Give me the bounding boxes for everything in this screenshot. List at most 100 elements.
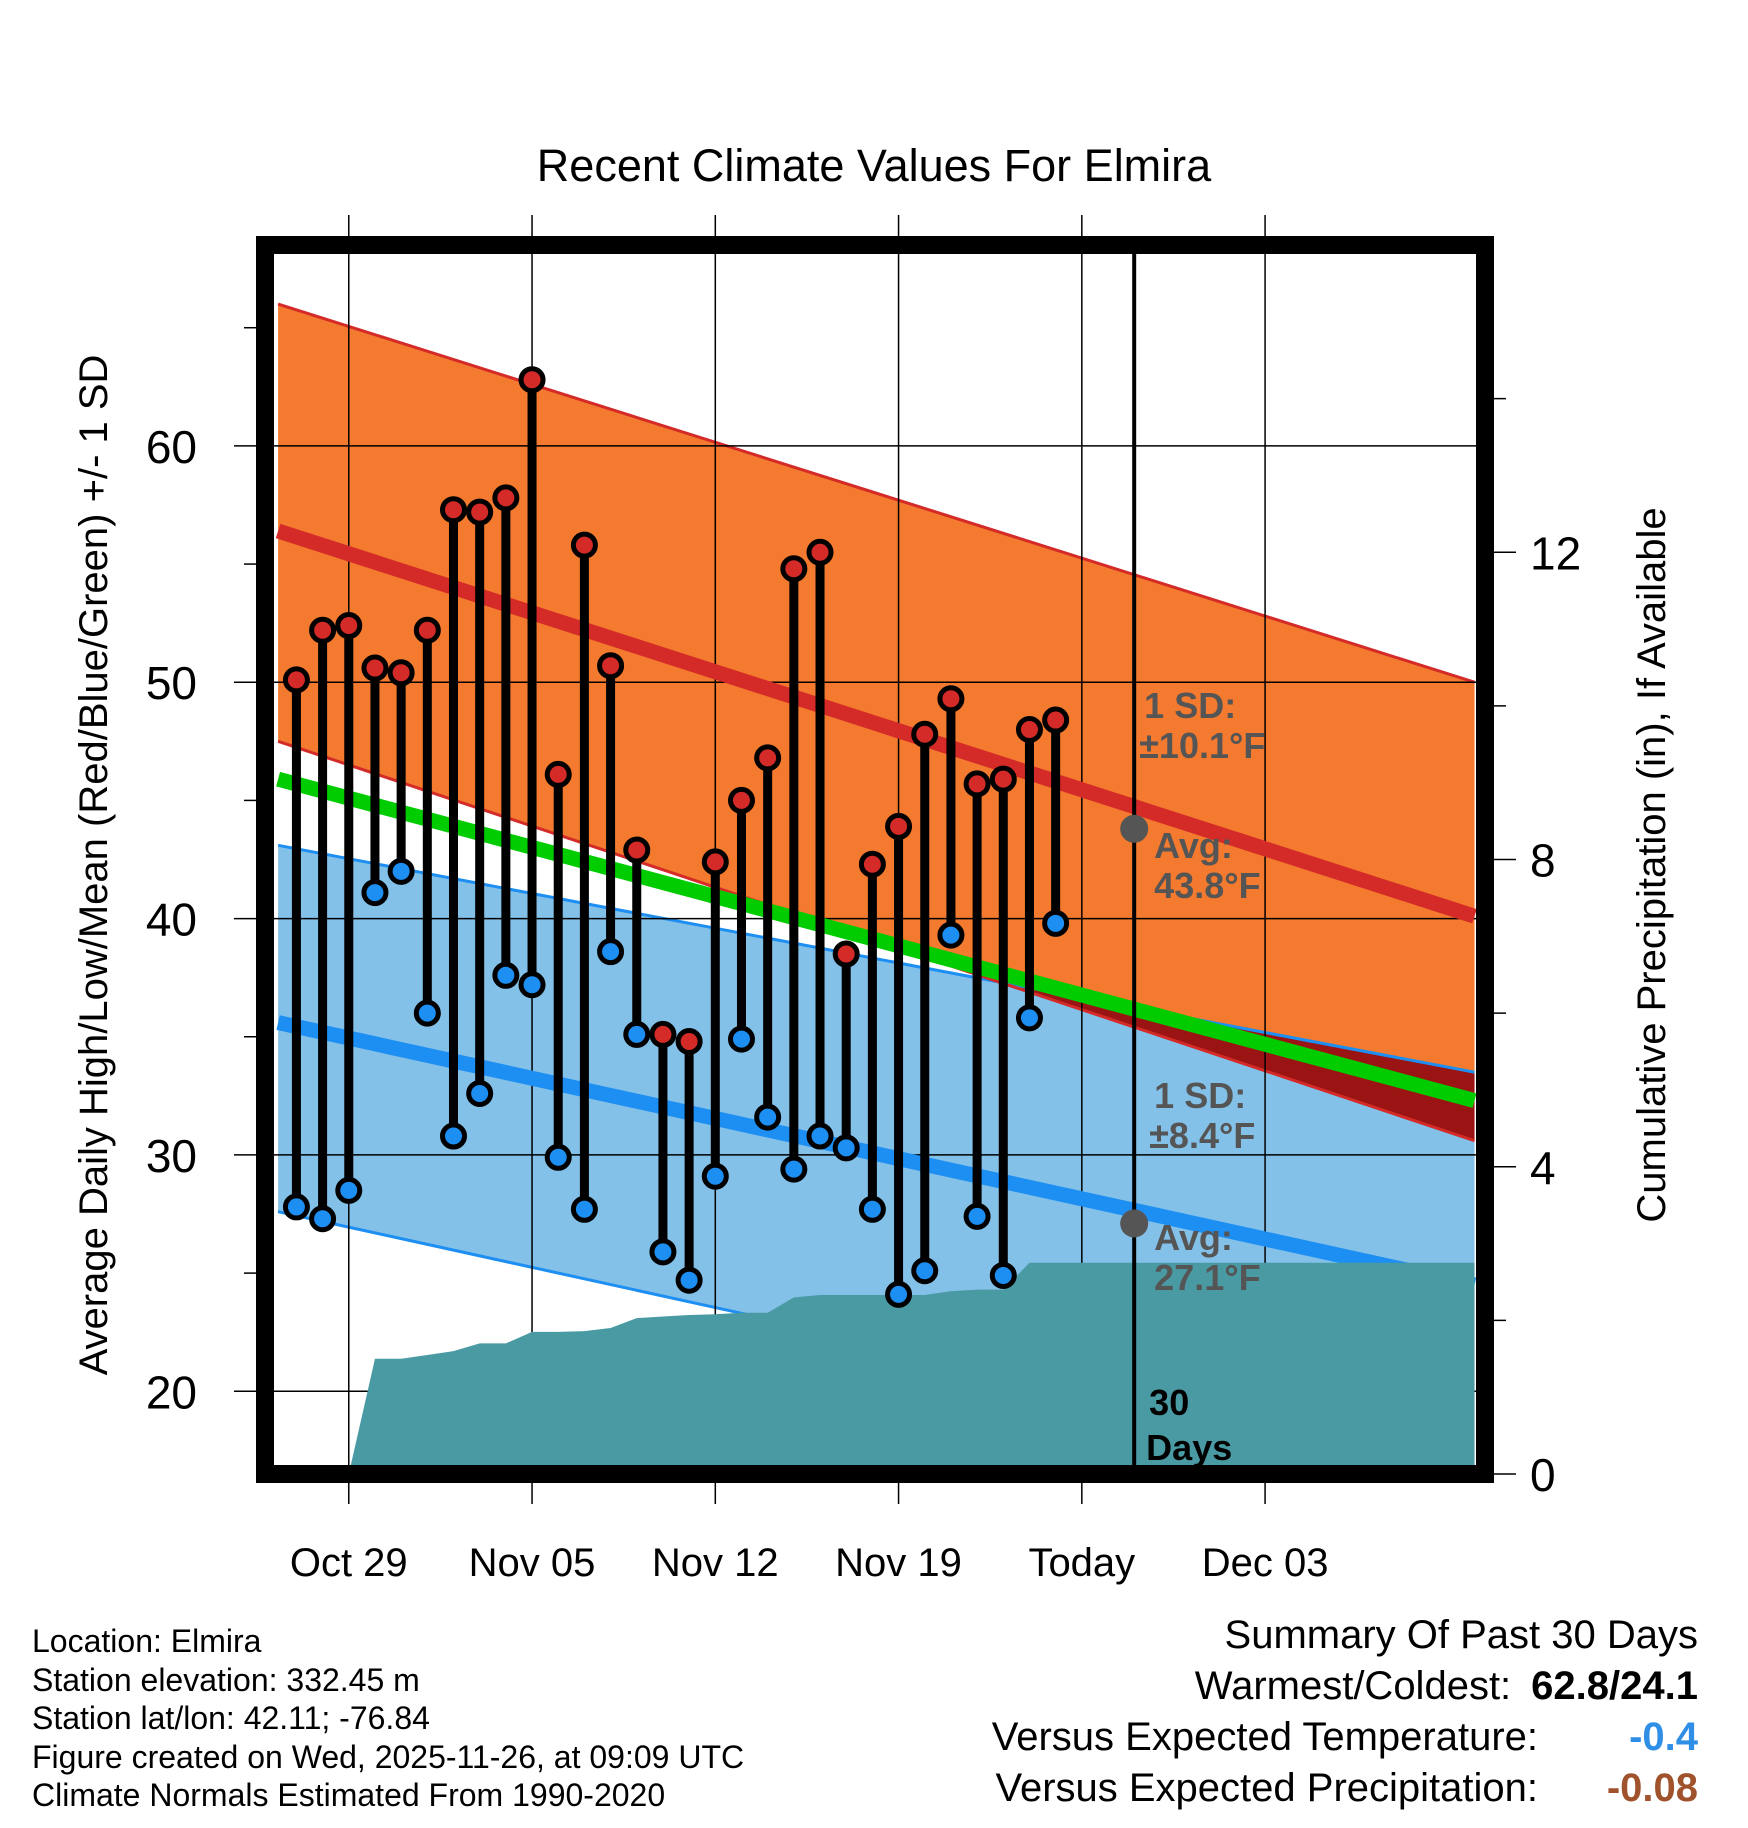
high-sd-value: ±10.1°F xyxy=(1139,725,1265,766)
x-tick-label: Oct 29 xyxy=(290,1541,408,1585)
high-point xyxy=(439,496,467,524)
low-point xyxy=(832,1134,860,1162)
precip-label: Versus Expected Precipitation: xyxy=(995,1766,1538,1810)
low-point xyxy=(623,1020,651,1048)
low-point xyxy=(780,1155,808,1183)
low-sd-label: 1 SD: xyxy=(1154,1075,1246,1116)
low-point xyxy=(754,1103,782,1131)
days-number: 30 xyxy=(1149,1382,1189,1423)
summary-title: Summary Of Past 30 Days xyxy=(1224,1613,1698,1657)
low-point xyxy=(413,999,441,1027)
high-point xyxy=(963,770,991,798)
low-point xyxy=(570,1195,598,1223)
low-point xyxy=(361,879,389,907)
high-point xyxy=(335,612,363,640)
high-point xyxy=(989,765,1017,793)
latlon-text: Station lat/lon: 42.11; -76.84 xyxy=(32,1700,430,1736)
precip-value: -0.08 xyxy=(1606,1766,1698,1810)
elevation-text: Station elevation: 332.45 m xyxy=(32,1661,420,1698)
high-point xyxy=(570,531,598,559)
high-avg-label: Avg: xyxy=(1154,825,1233,866)
precipitation-area xyxy=(348,1262,1475,1474)
daily-observations xyxy=(282,366,1070,1308)
low-point xyxy=(911,1257,939,1285)
low-point xyxy=(885,1280,913,1308)
days-label: Days xyxy=(1146,1427,1232,1468)
high-point xyxy=(1042,706,1070,734)
x-tick-label: Dec 03 xyxy=(1202,1541,1329,1585)
low-point xyxy=(1015,1004,1043,1032)
station-info: Location: Elmira Station elevation: 332.… xyxy=(32,1622,744,1815)
warmest-coldest-label: Warmest/Coldest: xyxy=(1194,1664,1512,1708)
high-point xyxy=(858,850,886,878)
low-point xyxy=(858,1195,886,1223)
low-point xyxy=(518,971,546,999)
y2-tick-label: 8 xyxy=(1530,835,1556,887)
high-point xyxy=(387,659,415,687)
high-point xyxy=(282,666,310,694)
low-point xyxy=(701,1162,729,1190)
low-avg-today-marker xyxy=(1120,1209,1149,1238)
high-point xyxy=(518,366,546,394)
y-axis-label: Average Daily High/Low/Mean (Red/Blue/Gr… xyxy=(72,355,116,1376)
y-tick-label: 30 xyxy=(146,1130,197,1182)
high-point xyxy=(937,685,965,713)
low-point xyxy=(309,1205,337,1233)
low-point xyxy=(387,857,415,885)
low-point xyxy=(597,938,625,966)
y2-tick-label: 0 xyxy=(1530,1449,1556,1501)
y-tick-label: 40 xyxy=(146,894,197,946)
low-point xyxy=(649,1238,677,1266)
high-point xyxy=(361,654,389,682)
high-avg-today-marker xyxy=(1120,814,1149,843)
low-point xyxy=(1042,909,1070,937)
high-point xyxy=(492,484,520,512)
y-tick-label: 50 xyxy=(146,657,197,709)
low-point xyxy=(675,1266,703,1294)
high-point xyxy=(623,836,651,864)
low-sd-value: ±8.4°F xyxy=(1149,1115,1255,1156)
x-tick-label: Nov 19 xyxy=(835,1541,962,1585)
climate-chart: Recent Climate Values For Elmira 1 SD: ±1… xyxy=(72,140,1674,1600)
x-axis-label: Day xyxy=(838,1595,909,1600)
low-point xyxy=(544,1143,572,1171)
normals-text: Climate Normals Estimated From 1990-2020 xyxy=(32,1777,666,1813)
low-avg-label: Avg: xyxy=(1154,1217,1233,1258)
high-point xyxy=(544,760,572,788)
high-point xyxy=(885,812,913,840)
x-tick-label: Today xyxy=(1028,1541,1135,1585)
high-point xyxy=(701,848,729,876)
chart-title: Recent Climate Values For Elmira xyxy=(537,140,1212,191)
high-point xyxy=(466,498,494,526)
high-point xyxy=(1015,716,1043,744)
y2-tick-label: 12 xyxy=(1530,527,1581,579)
summary-precip: Versus Expected Precipitation: -0.08 xyxy=(992,1763,1698,1814)
high-point xyxy=(649,1020,677,1048)
low-point xyxy=(492,961,520,989)
low-point xyxy=(989,1261,1017,1289)
low-point xyxy=(282,1193,310,1221)
low-point xyxy=(466,1079,494,1107)
y2-tick-label: 4 xyxy=(1530,1142,1556,1194)
low-point xyxy=(335,1176,363,1204)
y2-axis-label: Cumulative Precipitation (in), If Availa… xyxy=(1630,507,1674,1222)
y-tick-label: 60 xyxy=(146,421,197,473)
warmest-coldest-value: 62.8/24.1 xyxy=(1531,1664,1698,1708)
temp-value: -0.4 xyxy=(1629,1715,1698,1759)
high-point xyxy=(675,1027,703,1055)
plot-frame xyxy=(256,236,1494,1483)
low-point xyxy=(806,1122,834,1150)
high-point xyxy=(911,720,939,748)
high-point xyxy=(806,538,834,566)
x-tick-label: Nov 05 xyxy=(469,1541,596,1585)
high-point xyxy=(832,940,860,968)
high-point xyxy=(727,786,755,814)
location-text: Location: Elmira xyxy=(32,1623,262,1659)
y-tick-label: 20 xyxy=(146,1366,197,1418)
created-text: Figure created on Wed, 2025-11-26, at 09… xyxy=(32,1738,745,1775)
summary-temp: Versus Expected Temperature: -0.4 xyxy=(992,1712,1698,1763)
high-point xyxy=(413,616,441,644)
low-avg-value: 27.1°F xyxy=(1154,1257,1260,1298)
temp-label: Versus Expected Temperature: xyxy=(991,1715,1538,1759)
